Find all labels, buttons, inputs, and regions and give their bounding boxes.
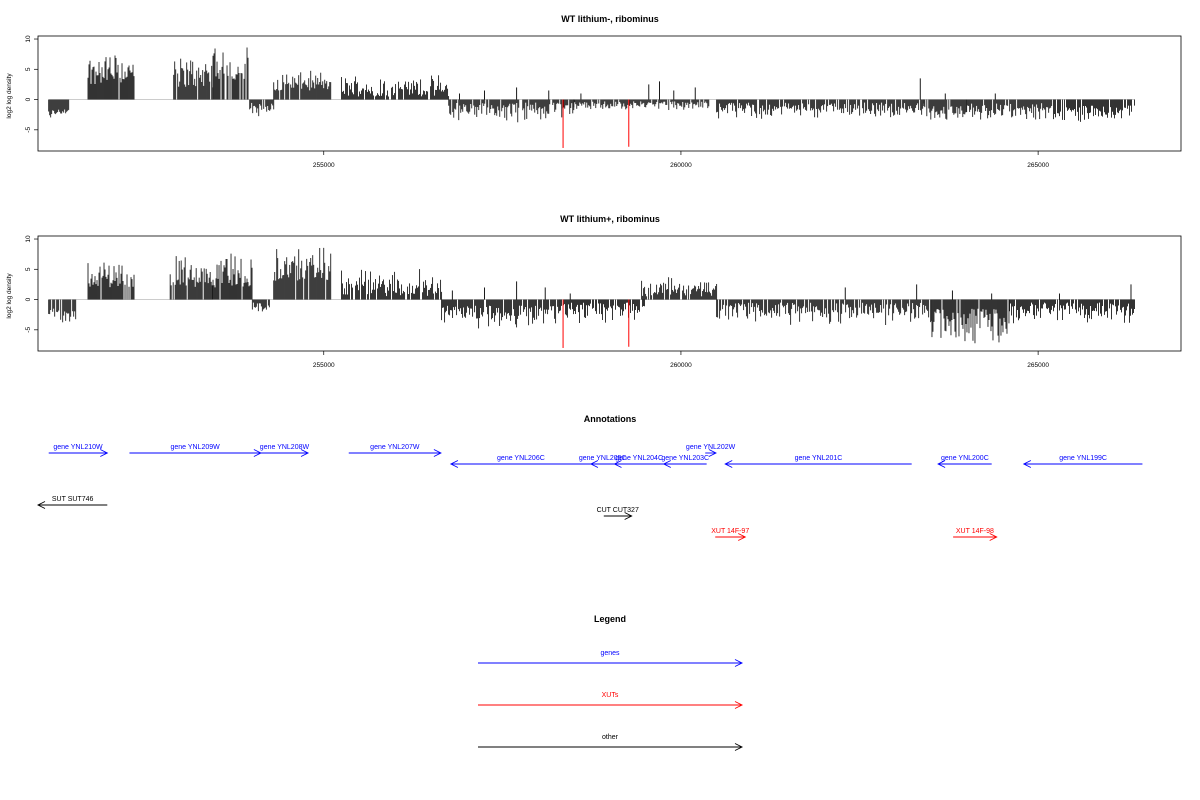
annotation-feature-gene-ynl210w: gene YNL210W: [48, 444, 109, 457]
feature-label: gene YNL207W: [370, 444, 420, 451]
plot-area: 10 5 0 -5 255000 260000 265000: [25, 35, 1182, 169]
annotations-panel: Annotations gene YNL210W gene YNL209W gene…: [36, 414, 1143, 541]
annotation-feature-gene-ynl208w: gene YNL208W: [260, 444, 310, 457]
x-tick-label: 260000: [670, 362, 692, 369]
feature-label: XUT 14F-98: [956, 528, 994, 535]
y-tick-label: -5: [25, 327, 32, 333]
feature-label: CUT CUT327: [597, 507, 639, 514]
plot-frame: [37, 35, 1182, 152]
annotations-title: Annotations: [584, 414, 637, 424]
y-tick-label: 5: [25, 67, 32, 71]
annotation-feature-cut-cut327: CUT CUT327: [597, 507, 639, 520]
feature-label: SUT SUT746: [52, 496, 94, 503]
legend-title: Legend: [594, 614, 626, 624]
feature-arrow-head: [449, 460, 459, 468]
feature-arrow-head: [989, 533, 998, 541]
feature-label: gene YNL203C: [661, 455, 709, 462]
feature-arrow-head: [300, 449, 310, 457]
feature-label: gene YNL204C: [615, 455, 663, 462]
annotation-feature-gene-ynl200c: gene YNL200C: [937, 455, 992, 468]
legend-label: genes: [600, 650, 620, 657]
feature-label: gene YNL199C: [1059, 455, 1107, 462]
feature-label: gene YNL200C: [941, 455, 989, 462]
feature-arrow-head: [724, 460, 733, 468]
annotation-feature-xut-14f-97: XUT 14F-97: [711, 528, 749, 541]
coverage-bars: [48, 47, 1135, 123]
feature-label: gene YNL206C: [497, 455, 545, 462]
feature-label: gene YNL205C: [579, 455, 627, 462]
feature-arrow-head: [100, 449, 109, 457]
legend-label: XUTs: [602, 692, 619, 699]
legend-panel: Legend genes XUTs other: [478, 614, 744, 751]
y-tick-label: -5: [25, 127, 32, 133]
annotation-feature-gene-ynl202w: gene YNL202W: [686, 444, 736, 457]
feature-label: gene YNL201C: [795, 455, 843, 462]
legend-item-gene: genes: [478, 650, 744, 667]
feature-arrow-head: [589, 460, 599, 468]
x-tick-label: 255000: [313, 362, 335, 369]
feature-arrow-head: [738, 533, 747, 541]
annotation-feature-sut-sut746: SUT SUT746: [36, 496, 108, 509]
legend-items: genes XUTs other: [478, 650, 744, 751]
y-axis-label: log2 log density: [6, 73, 13, 119]
track-panel-lithium-minus: WT lithium-, ribominus log2 log density …: [6, 14, 1182, 169]
feature-arrow-head: [433, 449, 442, 457]
track-panel-lithium-plus: WT lithium+, ribominus log2 log density …: [6, 214, 1182, 369]
plot-frame: [37, 235, 1182, 352]
y-tick-label: 0: [25, 97, 32, 101]
annotation-feature-gene-ynl203c: gene YNL203C: [661, 455, 709, 468]
annotation-feature-gene-ynl207w: gene YNL207W: [348, 444, 442, 457]
feature-arrow-head: [937, 460, 946, 468]
plot-area: 10 5 0 -5 255000 260000 265000: [25, 235, 1182, 369]
feature-arrow-head: [662, 460, 671, 468]
coverage-bars: [48, 247, 1135, 344]
feature-arrow-head: [613, 460, 622, 468]
feature-arrow-head: [1022, 460, 1032, 468]
y-tick-label: 10: [25, 35, 32, 43]
panel-title: WT lithium+, ribominus: [560, 214, 660, 224]
feature-label: gene YNL202W: [686, 444, 736, 451]
legend-item-other: other: [478, 734, 744, 751]
feature-arrow-head: [624, 512, 633, 520]
y-tick-label: 10: [25, 235, 32, 243]
annotation-feature-xut-14f-98: XUT 14F-98: [953, 528, 998, 541]
annotation-feature-gene-ynl205c: gene YNL205C: [579, 455, 627, 468]
x-tick-label: 255000: [313, 162, 335, 169]
x-tick-label: 265000: [1027, 362, 1049, 369]
x-tick-label: 260000: [670, 162, 692, 169]
legend-arrow-head: [734, 659, 744, 667]
y-axis-label: log2 log density: [6, 273, 13, 319]
feature-label: gene YNL209W: [171, 444, 221, 451]
feature-arrow-head: [36, 501, 46, 509]
annotation-features: gene YNL210W gene YNL209W gene YNL208W gene…: [36, 444, 1143, 541]
legend-arrow-head: [734, 743, 744, 751]
y-tick-label: 0: [25, 297, 32, 301]
legend-arrow-head: [734, 701, 744, 709]
feature-label: gene YNL210W: [53, 444, 103, 451]
annotation-feature-gene-ynl201c: gene YNL201C: [724, 455, 912, 468]
annotation-feature-gene-ynl199c: gene YNL199C: [1022, 455, 1143, 468]
x-tick-label: 265000: [1027, 162, 1049, 169]
feature-label: XUT 14F-97: [711, 528, 749, 535]
feature-label: gene YNL208W: [260, 444, 310, 451]
y-tick-label: 5: [25, 267, 32, 271]
panel-title: WT lithium-, ribominus: [561, 14, 659, 24]
feature-arrow-head: [708, 449, 717, 457]
legend-item-xut: XUTs: [478, 692, 744, 709]
annotation-feature-gene-ynl206c: gene YNL206C: [449, 455, 591, 468]
annotation-feature-gene-ynl204c: gene YNL204C: [613, 455, 664, 468]
legend-label: other: [602, 734, 619, 741]
